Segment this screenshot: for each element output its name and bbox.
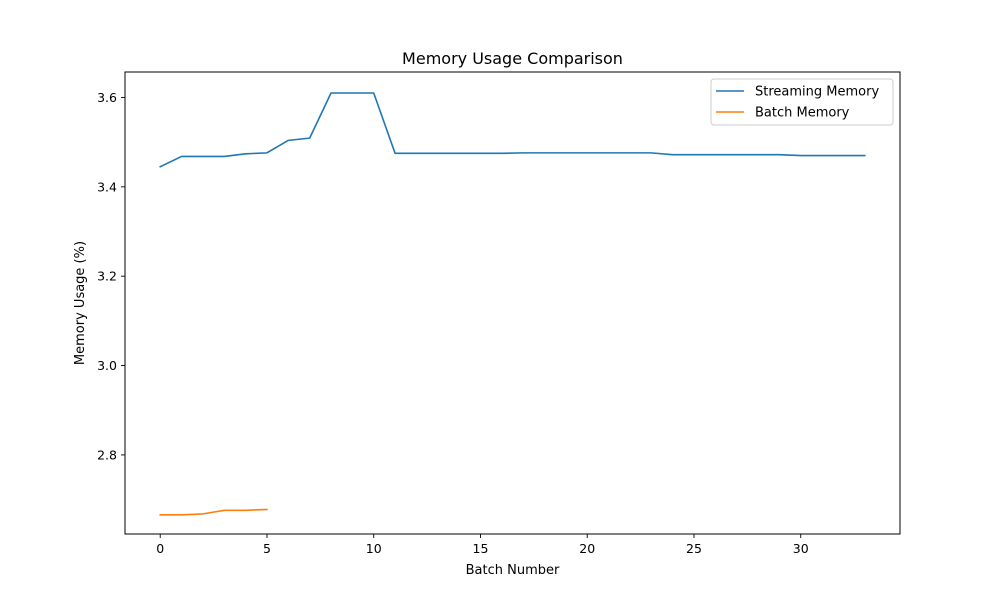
- y-tick-label: 2.8: [97, 447, 117, 462]
- x-tick-label: 15: [473, 541, 489, 556]
- series-line-1: [159, 508, 268, 516]
- series-line-0: [159, 92, 866, 168]
- y-tick-label: 3.4: [97, 179, 117, 194]
- x-tick-label: 20: [579, 541, 595, 556]
- legend-label-1: Batch Memory: [755, 106, 850, 121]
- y-tick-label: 3.6: [97, 90, 117, 105]
- x-tick-label: 25: [686, 541, 702, 556]
- y-axis-label: Memory Usage (%): [73, 241, 88, 365]
- x-tick-label: 0: [156, 541, 164, 556]
- y-tick-label: 3.0: [97, 358, 117, 373]
- legend: Streaming Memory Batch Memory: [710, 78, 894, 126]
- plot-area: [159, 92, 866, 516]
- legend-label-0: Streaming Memory: [755, 85, 879, 100]
- x-tick-label: 30: [793, 541, 809, 556]
- y-tick-label: 3.2: [97, 269, 117, 284]
- y-axis: 2.8 3.0 3.2 3.4 3.6: [97, 90, 125, 462]
- x-tick-label: 5: [263, 541, 271, 556]
- x-axis-label: Batch Number: [466, 563, 560, 578]
- axes-frame: [124, 71, 901, 535]
- legend-box: [710, 78, 894, 126]
- x-axis: 0 5 10 15 20 25 30: [156, 534, 809, 556]
- x-tick-label: 10: [366, 541, 382, 556]
- chart-title: Memory Usage Comparison: [402, 49, 623, 68]
